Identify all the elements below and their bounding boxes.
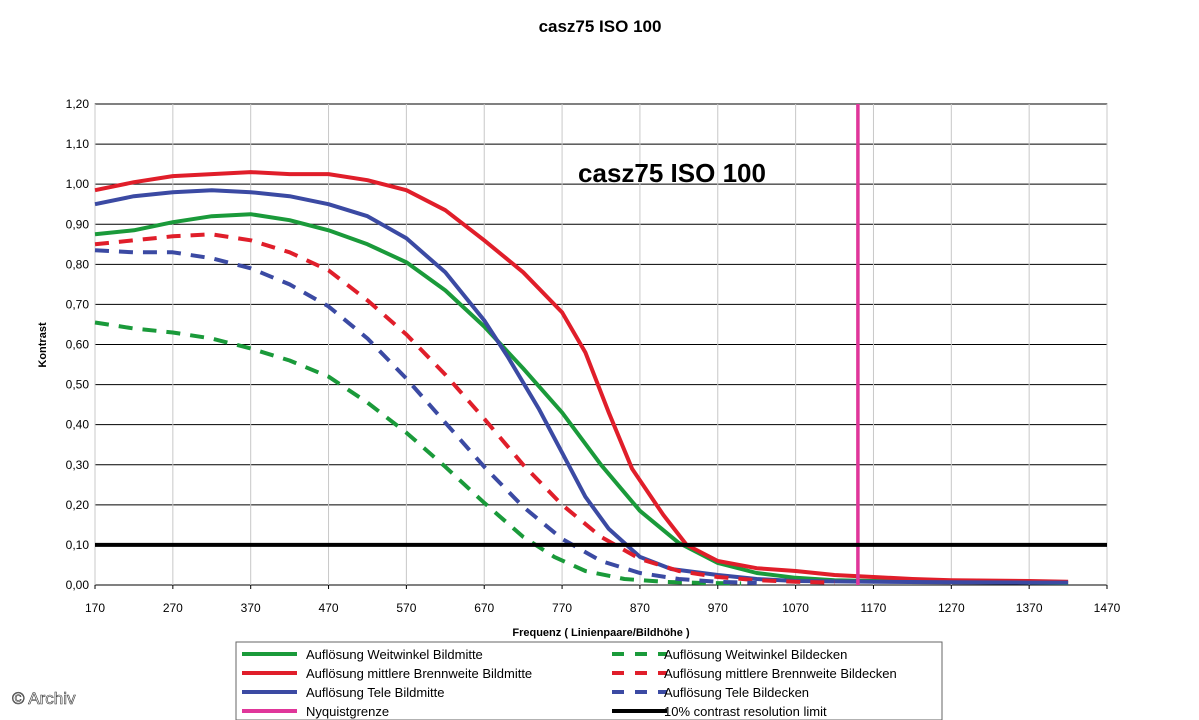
legend-label-nyquistgrenze: Nyquistgrenze [306,704,389,719]
legend-label-aufl-sung-mittlere-brennweite-bildmitte: Auflösung mittlere Brennweite Bildmitte [306,666,532,681]
y-tick-label: 0,80 [66,257,90,271]
x-tick-label: 1470 [1094,601,1121,615]
y-tick-label: 0,70 [66,297,90,311]
x-tick-label: 570 [396,601,416,615]
gridlines [94,103,1108,589]
series-line-aufl-sung-mittlere-brennweite-bildmitte [94,170,1069,584]
x-tick-label: 870 [630,601,650,615]
tick-labels: 0,00 0,10 0,20 0,30 0,40 0,50 0,60 0,70 0,80 0,90… [66,97,1121,615]
series-line-aufl-sung-weitwinkel-bildmitte [94,212,1069,585]
y-tick-label: 0,10 [66,538,90,552]
inner-chart-title: casz75 ISO 100 [578,158,766,188]
y-axis-label: Kontrast [37,322,49,368]
legend: Auflösung Weitwinkel Bildmitte Auflösung … [235,641,943,720]
legend-label-aufl-sung-mittlere-brennweite-bildecken: Auflösung mittlere Brennweite Bildecken [664,666,897,681]
x-tick-label: 970 [708,601,728,615]
x-tick-label: 1070 [782,601,809,615]
series-line-aufl-sung-tele-bildecken [94,248,757,585]
y-tick-label: 0,00 [66,578,90,592]
y-tick-label: 0,20 [66,498,90,512]
y-tick-label: 0,40 [66,418,90,432]
y-tick-label: 1,10 [66,137,90,151]
legend-label-aufl-sung-weitwinkel-bildecken: Auflösung Weitwinkel Bildecken [664,647,847,662]
series-line-aufl-sung-weitwinkel-bildecken [94,320,742,586]
x-tick-label: 770 [552,601,572,615]
series-line-aufl-sung-mittlere-brennweite-bildecken [94,232,835,585]
legend-label-aufl-sung-weitwinkel-bildmitte: Auflösung Weitwinkel Bildmitte [306,647,483,662]
x-tick-label: 1270 [938,601,965,615]
x-tick-label: 170 [85,601,105,615]
x-tick-label: 370 [241,601,261,615]
legend-label-aufl-sung-tele-bildecken: Auflösung Tele Bildecken [664,685,809,700]
chart-title: casz75 ISO 100 [539,17,662,36]
series-line-aufl-sung-tele-bildmitte [94,188,1069,585]
x-tick-label: 470 [319,601,339,615]
watermark: © Archiv [12,689,76,708]
x-tick-label: 1370 [1016,601,1043,615]
y-tick-label: 0,50 [66,378,90,392]
legend-label-10-contrast-resolution-limit: 10% contrast resolution limit [664,704,827,719]
y-tick-label: 1,00 [66,177,90,191]
y-tick-label: 0,30 [66,458,90,472]
y-tick-label: 0,60 [66,338,90,352]
legend-label-aufl-sung-tele-bildmitte: Auflösung Tele Bildmitte [306,685,445,700]
legend-box [235,641,943,720]
x-axis-label: Frequenz ( Linienpaare/Bildhöhe ) [512,627,690,639]
x-tick-label: 1170 [861,601,887,615]
x-tick-label: 270 [163,601,183,615]
series-lines [94,104,1107,586]
y-tick-label: 1,20 [66,97,90,111]
x-tick-label: 670 [474,601,494,615]
y-tick-label: 0,90 [66,217,90,231]
